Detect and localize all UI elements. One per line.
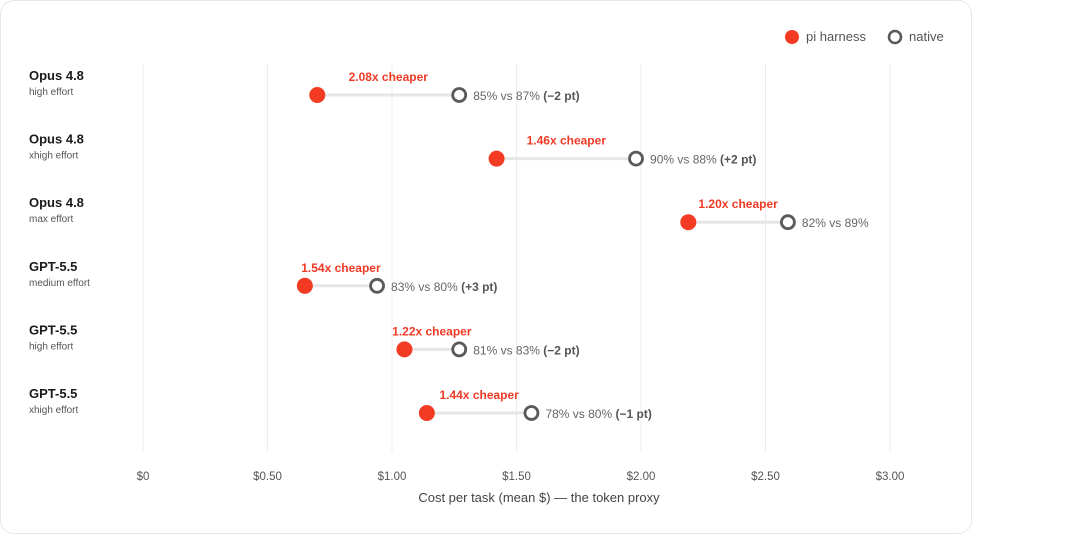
accuracy-label: 81% vs 83% (−2 pt) xyxy=(473,343,579,357)
accuracy-values: 78% vs 80% xyxy=(545,407,612,421)
row-effort-label: xhigh effort xyxy=(29,151,79,162)
accuracy-delta: (+2 pt) xyxy=(717,153,757,167)
row-model-label: Opus 4.8 xyxy=(29,195,84,210)
native-point xyxy=(451,341,468,358)
chart-card xyxy=(0,0,972,534)
legend-pi-marker xyxy=(785,30,799,44)
x-tick-label: $1.00 xyxy=(378,471,407,483)
accuracy-values: 83% vs 80% xyxy=(391,280,458,294)
native-point xyxy=(451,87,468,103)
accuracy-label: 85% vs 87% (−2 pt) xyxy=(473,89,579,103)
native-point xyxy=(628,150,644,167)
accuracy-values: 82% vs 89% xyxy=(802,216,869,230)
pi-harness-point xyxy=(418,405,435,421)
grid-lines xyxy=(142,64,891,452)
connectors xyxy=(303,93,790,415)
accuracy-label: 83% vs 80% (+3 pt) xyxy=(391,280,497,294)
legend: pi harness native xyxy=(785,29,944,45)
row-effort-label: high effort xyxy=(29,341,74,352)
x-tick-label: $2.50 xyxy=(751,471,780,483)
pi-harness-point xyxy=(680,214,697,231)
native-point xyxy=(523,405,540,421)
accuracy-label: 82% vs 89% xyxy=(802,216,869,230)
row-labels: Opus 4.8 high effort Opus 4.8 xhigh effort O… xyxy=(29,68,90,416)
accuracy-label: 90% vs 88% (+2 pt) xyxy=(650,153,756,167)
accuracy-delta: (+3 pt) xyxy=(458,280,498,294)
row-effort-label: high effort xyxy=(29,87,74,98)
x-tick-label: $0.50 xyxy=(253,471,282,483)
row-model-label: GPT-5.5 xyxy=(29,259,77,274)
legend-pi-label: pi harness xyxy=(806,29,866,44)
pi-harness-point xyxy=(488,150,505,167)
accuracy-values: 85% vs 87% xyxy=(473,89,540,103)
x-axis-ticks: $0 $0.50 $1.00 $1.50 $2.00 $2.50 $3.00 xyxy=(137,471,905,483)
native-point xyxy=(369,277,385,294)
accuracy-values: 90% vs 88% xyxy=(650,153,717,167)
row-model-label: Opus 4.8 xyxy=(29,68,84,83)
accuracy-values: 81% vs 83% xyxy=(473,343,540,357)
row-effort-label: max effort xyxy=(29,214,73,225)
legend-native-marker xyxy=(887,29,903,45)
legend-native-label: native xyxy=(909,29,944,44)
x-tick-label: $2.00 xyxy=(627,471,656,483)
cheaper-label: 1.54x cheaper xyxy=(301,261,381,275)
cheaper-label: 1.44x cheaper xyxy=(439,388,519,402)
x-tick-label: $0 xyxy=(137,471,150,483)
accuracy-delta: (−2 pt) xyxy=(540,343,580,357)
native-point xyxy=(780,214,796,231)
cheaper-label: 1.20x cheaper xyxy=(698,197,778,211)
accuracy-delta: (−2 pt) xyxy=(540,89,580,103)
accuracy-label: 78% vs 80% (−1 pt) xyxy=(545,407,651,421)
x-tick-label: $3.00 xyxy=(876,471,905,483)
row-model-label: GPT-5.5 xyxy=(29,322,77,337)
cheaper-label: 1.22x cheaper xyxy=(392,324,472,338)
pi-harness-point xyxy=(396,341,413,358)
x-axis-title: Cost per task (mean $) — the token proxy xyxy=(418,490,660,505)
row-effort-label: medium effort xyxy=(29,278,90,289)
row-model-label: Opus 4.8 xyxy=(29,132,84,147)
row-effort-label: xhigh effort xyxy=(29,405,79,416)
row-model-label: GPT-5.5 xyxy=(29,386,77,401)
accuracy-delta: (−1 pt) xyxy=(612,407,652,421)
data-marks: 2.08x cheaper 85% vs 87% (−2 pt) 1.46x che… xyxy=(296,70,869,421)
cheaper-label: 2.08x cheaper xyxy=(349,70,429,84)
pi-harness-point xyxy=(309,87,326,103)
cheaper-label: 1.46x cheaper xyxy=(527,134,607,148)
x-tick-label: $1.50 xyxy=(502,471,531,483)
pi-harness-point xyxy=(296,277,313,294)
